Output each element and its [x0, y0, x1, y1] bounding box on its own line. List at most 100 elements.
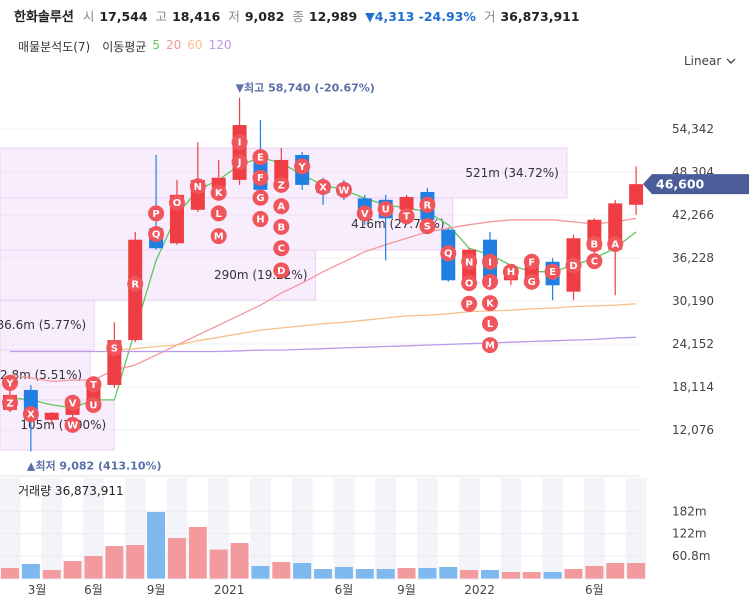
pattern-marker	[231, 134, 248, 151]
pattern-marker-label: T	[403, 212, 410, 223]
x-tick-label: 2022	[464, 583, 495, 597]
pattern-marker	[210, 205, 227, 222]
pattern-marker	[419, 196, 436, 213]
pattern-marker	[2, 394, 18, 411]
legend: 매물분석도(7) 이동평균 5 20 60 120	[18, 38, 231, 55]
last-price-label: 46,600	[656, 177, 705, 192]
pattern-marker	[85, 396, 102, 413]
ma-legend-item[interactable]: 5	[152, 38, 161, 52]
volume-bar	[63, 560, 82, 579]
ma-label[interactable]: 이동평균	[102, 40, 147, 54]
pattern-marker-label: U	[89, 400, 97, 411]
pattern-marker-label: B	[591, 239, 599, 250]
volume-bar	[188, 527, 207, 579]
pattern-marker	[189, 178, 206, 195]
high-label: 고	[155, 9, 168, 24]
scale-value: Linear	[684, 54, 722, 68]
volume-bar	[230, 543, 249, 579]
pattern-marker	[148, 205, 165, 222]
volume-bar	[564, 569, 583, 579]
pattern-marker	[231, 154, 248, 171]
pattern-marker-label: E	[549, 267, 556, 278]
volume-bar	[293, 562, 312, 579]
column-stripe	[250, 478, 271, 580]
pattern-marker	[315, 179, 332, 196]
volume-title: 거래량 36,873,911	[18, 484, 124, 498]
pattern-marker	[419, 218, 436, 235]
volume-bar	[21, 563, 40, 579]
pattern-marker-label: H	[507, 267, 515, 278]
pattern-marker	[168, 194, 185, 211]
volume-bar	[397, 568, 416, 579]
volume-bar	[439, 566, 458, 579]
pattern-marker-label: Z	[6, 398, 13, 409]
pattern-marker-label: B	[277, 222, 285, 233]
pattern-marker-label: W	[67, 420, 78, 431]
pattern-marker-label: O	[173, 198, 182, 209]
pattern-marker-label: Y	[5, 378, 14, 389]
pattern-marker-label: H	[256, 215, 264, 226]
pattern-marker	[377, 201, 394, 218]
column-stripe	[417, 478, 438, 580]
pattern-marker-label: G	[528, 277, 536, 288]
volume-bar	[167, 538, 186, 579]
volume-bar	[418, 568, 437, 579]
pattern-marker-label: D	[569, 261, 577, 272]
pattern-marker	[273, 176, 290, 193]
last-price-tag	[643, 174, 749, 195]
volume-bar	[585, 565, 604, 579]
pattern-marker-label: A	[277, 202, 285, 213]
scale-dropdown[interactable]: Linear	[684, 54, 737, 68]
ma-legend: 5 20 60 120	[152, 38, 231, 55]
pattern-marker-label: P	[465, 299, 472, 310]
ma-legend-item[interactable]: 120	[208, 38, 232, 52]
pattern-marker	[586, 235, 603, 252]
volume-bar	[84, 556, 103, 579]
pattern-marker	[273, 218, 290, 235]
pattern-marker-label: O	[465, 279, 474, 290]
pattern-marker-label: J	[237, 158, 242, 169]
pattern-marker-label: Q	[152, 230, 161, 241]
pattern-marker	[64, 416, 81, 433]
pattern-marker	[335, 181, 352, 198]
pattern-marker-label: M	[214, 232, 224, 243]
pattern-marker	[440, 245, 457, 262]
pattern-marker	[461, 275, 478, 292]
pattern-marker	[210, 228, 227, 245]
extreme-annotation: ▲최저 9,082 (413.10%)	[27, 458, 162, 472]
volume-label: 거	[483, 9, 496, 24]
stock-name: 한화솔루션	[14, 10, 74, 25]
ma-legend-item[interactable]: 20	[166, 38, 182, 52]
pattern-marker-label: M	[485, 341, 495, 352]
x-tick-label: 6월	[84, 583, 103, 597]
pattern-marker-label: C	[591, 257, 598, 268]
supply-band	[0, 349, 91, 401]
candle-body	[232, 125, 247, 180]
pattern-marker	[252, 211, 269, 228]
pattern-marker	[64, 394, 81, 411]
volume-bar	[522, 572, 541, 579]
volume-tick-label: 182m	[672, 504, 707, 518]
volume-bar	[376, 569, 395, 579]
pattern-marker	[22, 406, 39, 423]
volume-bar	[606, 562, 625, 579]
y-tick-label: 36,228	[672, 251, 714, 265]
y-tick-label: 12,076	[672, 423, 714, 437]
pattern-marker-label: A	[611, 239, 619, 250]
pattern-marker-label: Z	[278, 180, 285, 191]
x-tick-label: 3월	[28, 583, 47, 597]
chevron	[726, 58, 736, 64]
supply-toggle[interactable]: 매물분석도(7)	[18, 40, 91, 54]
pattern-marker	[398, 208, 415, 225]
ma-legend-item[interactable]: 60	[187, 38, 203, 52]
volume-tick-label: 122m	[672, 526, 707, 540]
pattern-marker-label: F	[257, 173, 264, 184]
column-stripe	[0, 478, 21, 580]
volume-bar	[460, 570, 479, 579]
column-stripe	[291, 478, 313, 580]
pattern-marker-label: I	[238, 138, 242, 149]
pattern-marker	[544, 263, 561, 280]
pattern-marker	[461, 295, 478, 312]
pattern-marker	[523, 273, 540, 290]
